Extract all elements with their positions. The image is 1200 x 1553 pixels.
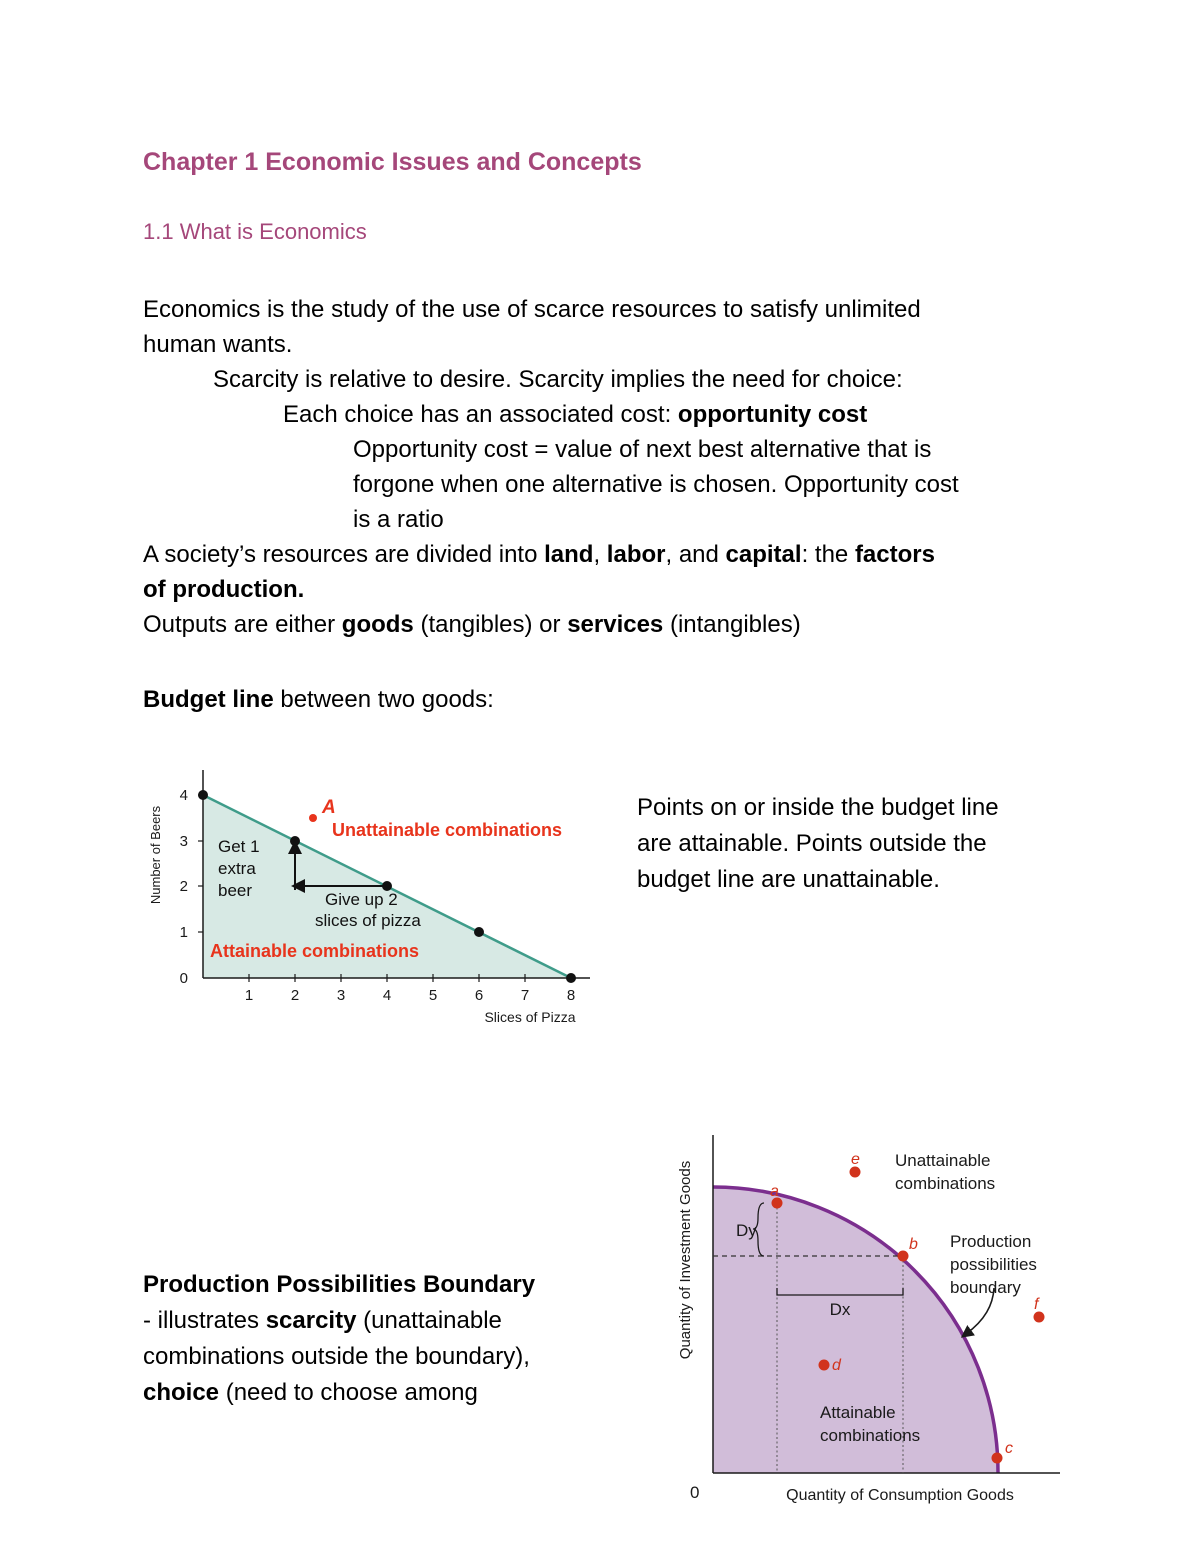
svg-text:Unattainable: Unattainable: [895, 1151, 990, 1170]
svg-text:6: 6: [475, 987, 483, 1004]
svg-text:Quantity of Investment Goods: Quantity of Investment Goods: [677, 1161, 694, 1359]
svg-text:3: 3: [180, 833, 188, 850]
svg-text:Quantity of Consumption Goods: Quantity of Consumption Goods: [786, 1487, 1014, 1504]
svg-text:Unattainable combinations: Unattainable combinations: [332, 820, 562, 840]
svg-text:Get 1: Get 1: [218, 837, 260, 856]
svg-text:possibilities: possibilities: [950, 1255, 1037, 1274]
svg-text:Dx: Dx: [830, 1300, 851, 1319]
svg-text:Dy: Dy: [736, 1221, 757, 1240]
svg-text:boundary: boundary: [950, 1278, 1021, 1297]
svg-text:b: b: [909, 1236, 918, 1253]
svg-text:beer: beer: [218, 881, 252, 900]
svg-text:Production: Production: [950, 1232, 1031, 1251]
svg-text:Number of Beers: Number of Beers: [148, 805, 163, 904]
svg-text:2: 2: [291, 987, 299, 1004]
svg-text:f: f: [1034, 1296, 1040, 1313]
svg-text:c: c: [1005, 1440, 1013, 1457]
svg-text:3: 3: [337, 987, 345, 1004]
svg-text:8: 8: [567, 987, 575, 1004]
svg-text:extra: extra: [218, 859, 256, 878]
svg-text:d: d: [832, 1357, 842, 1374]
svg-text:Attainable combinations: Attainable combinations: [210, 941, 419, 961]
svg-text:0: 0: [180, 970, 188, 987]
svg-text:A: A: [321, 797, 336, 818]
svg-text:Slices of Pizza: Slices of Pizza: [484, 1009, 575, 1025]
svg-text:2: 2: [180, 878, 188, 895]
svg-text:e: e: [851, 1151, 860, 1168]
svg-text:0: 0: [690, 1483, 699, 1502]
svg-text:1: 1: [245, 987, 253, 1004]
svg-text:a: a: [770, 1183, 779, 1200]
svg-text:4: 4: [383, 987, 391, 1004]
svg-text:7: 7: [521, 987, 529, 1004]
svg-text:5: 5: [429, 987, 437, 1004]
svg-text:combinations: combinations: [895, 1174, 995, 1193]
svg-text:slices of pizza: slices of pizza: [315, 911, 421, 930]
svg-text:combinations: combinations: [820, 1426, 920, 1445]
svg-text:4: 4: [180, 787, 188, 804]
svg-text:Give up 2: Give up 2: [325, 890, 398, 909]
svg-text:1: 1: [180, 924, 188, 941]
svg-text:Attainable: Attainable: [820, 1403, 896, 1422]
